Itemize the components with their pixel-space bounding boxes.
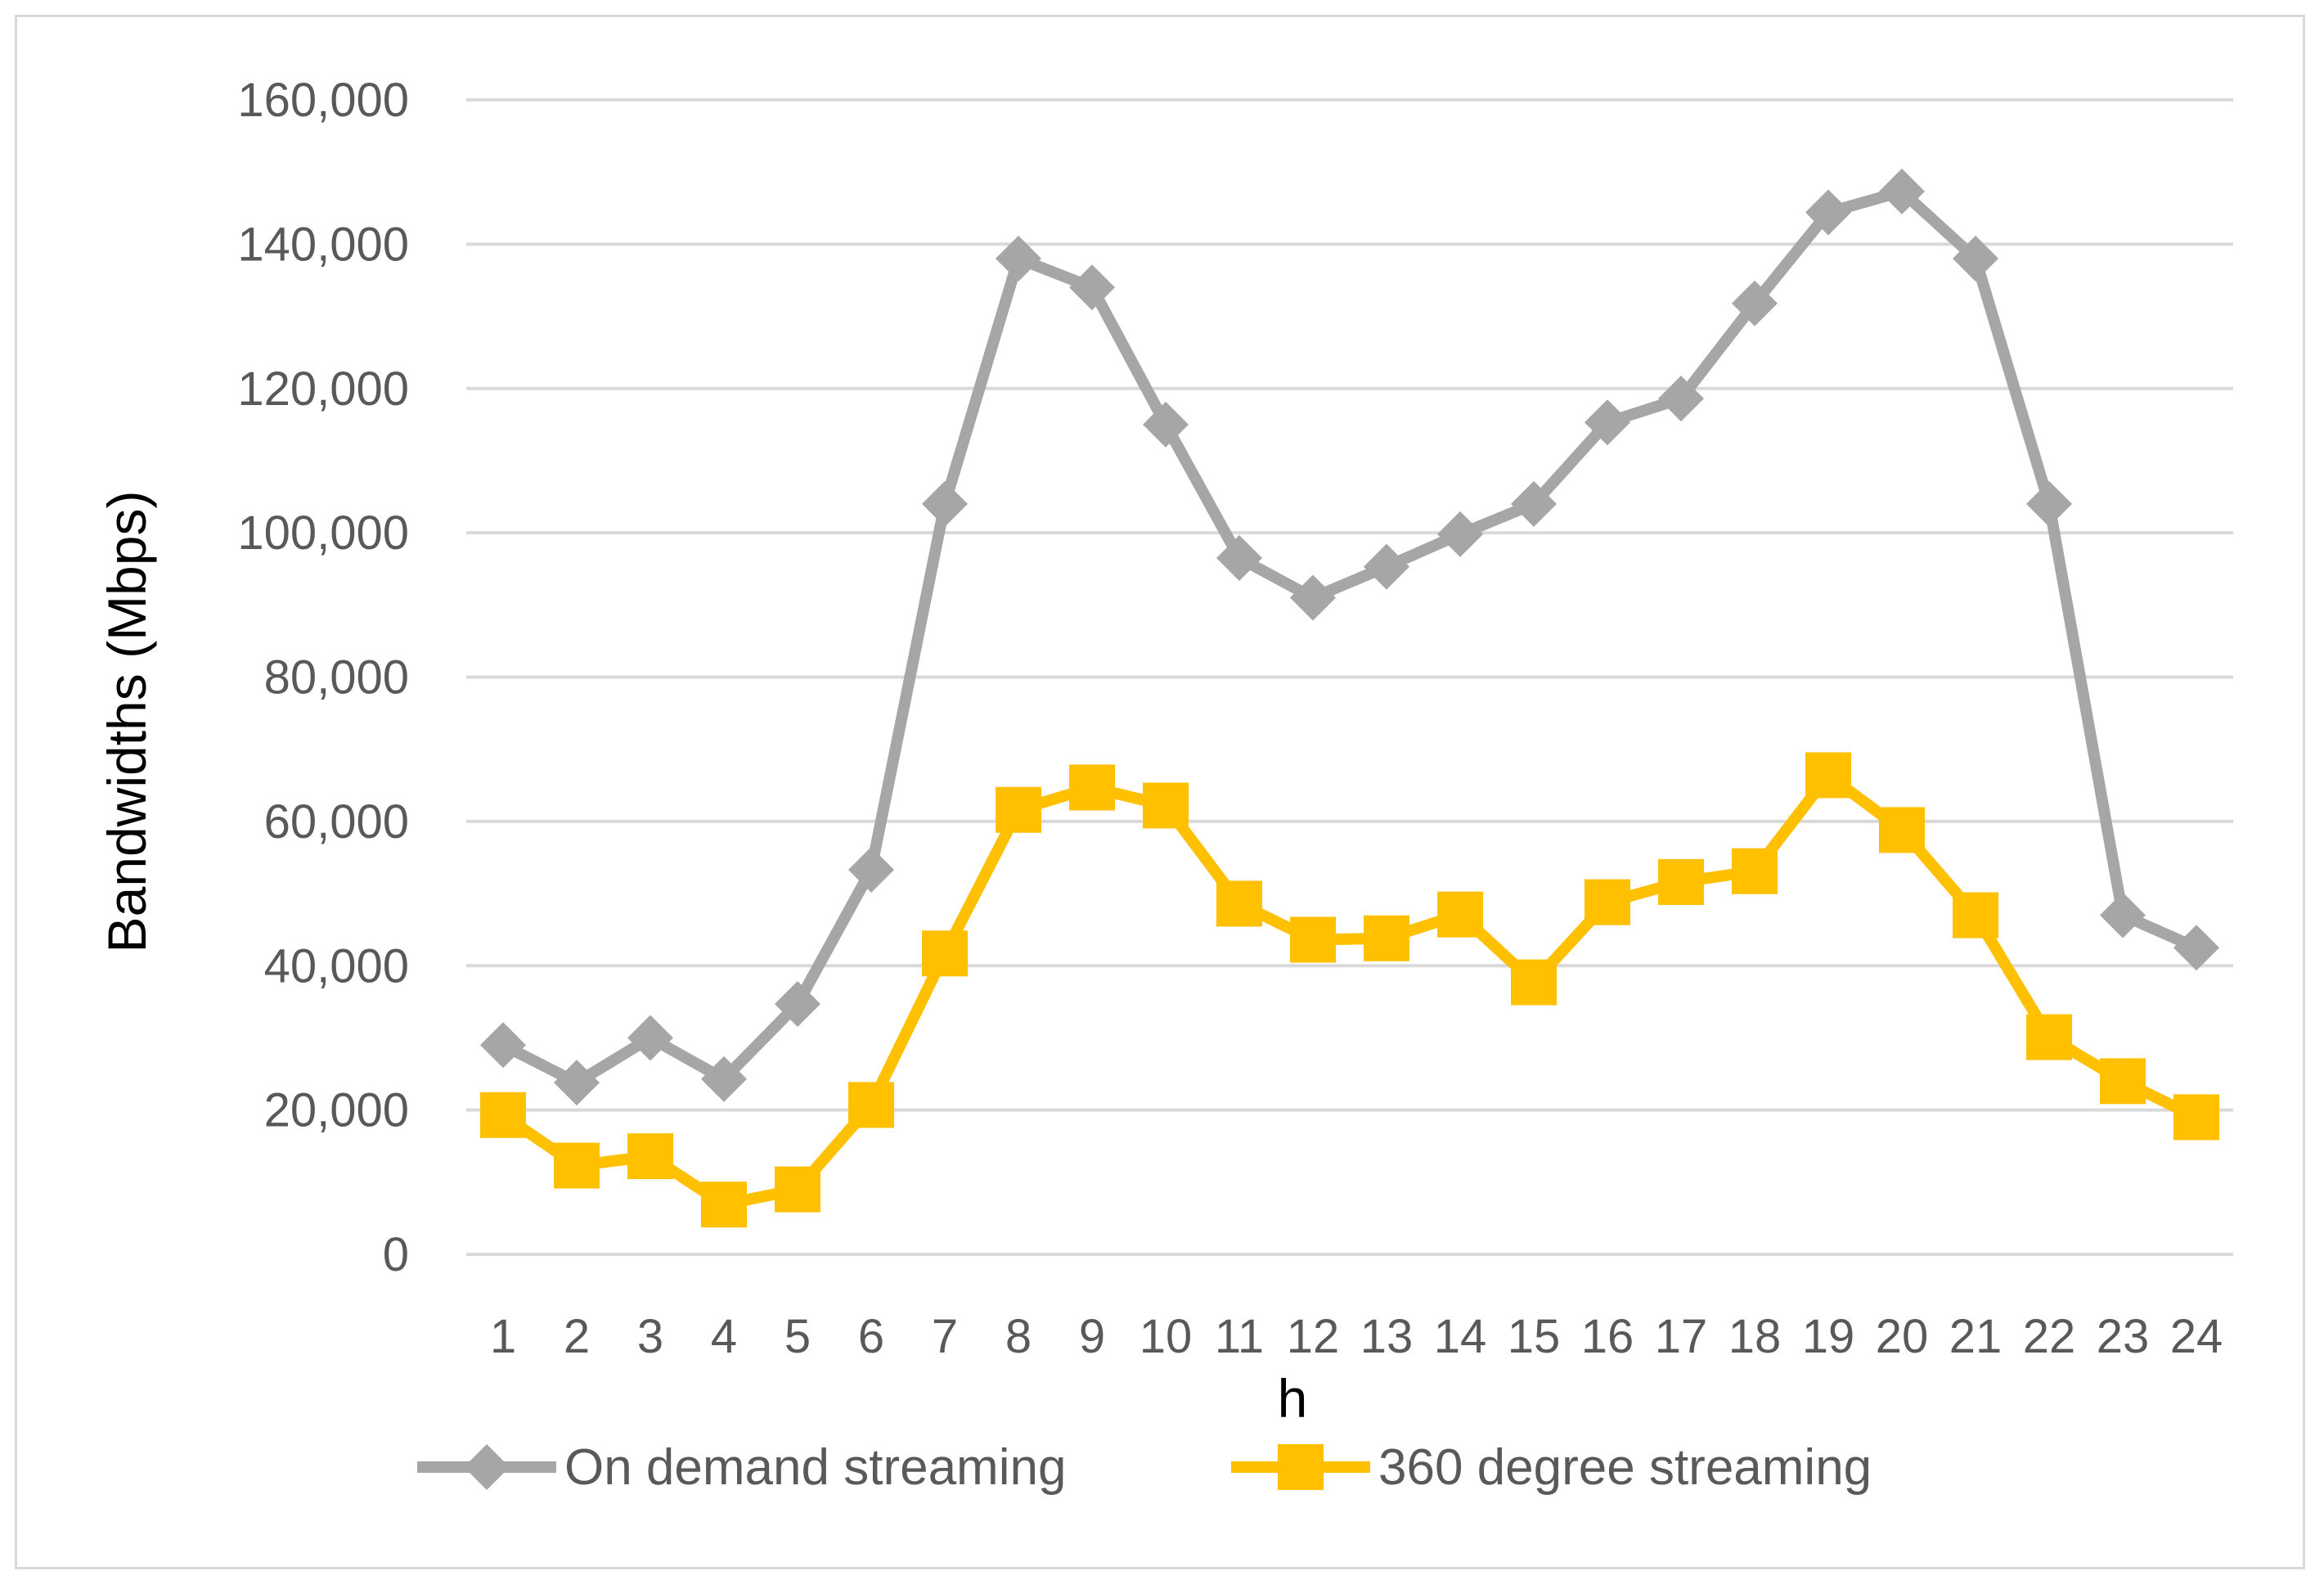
x-tick-label: 14 [1434,1310,1487,1363]
data-point [1364,915,1409,961]
y-tick-label: 20,000 [264,1084,409,1137]
data-point [1216,534,1262,581]
data-point [627,1133,673,1180]
y-tick-label: 60,000 [264,795,409,849]
data-point [1732,280,1778,326]
data-point [1805,189,1851,236]
data-point [701,1056,747,1102]
y-tick-label: 0 [383,1228,409,1281]
series-line [500,769,2200,1211]
legend: On demand streaming 360 degree streaming [417,1439,1872,1496]
data-point [922,930,968,977]
data-point [1953,236,1998,282]
data-point [1437,891,1483,938]
x-tick-label: 3 [637,1310,663,1363]
data-point [848,846,894,893]
y-tick-label: 120,000 [237,362,409,416]
data-point [480,1022,526,1069]
data-point [2100,892,2146,939]
x-tick-label: 22 [2023,1310,2076,1363]
data-point [775,980,820,1027]
data-point [2100,1058,2146,1105]
series-line [500,185,2199,1089]
gridlines [466,98,2233,1256]
x-tick-label: 23 [2097,1310,2150,1363]
x-tick-label: 2 [564,1310,590,1363]
data-point [2173,1094,2219,1141]
data-point [1290,574,1336,621]
data-point [1805,752,1851,799]
y-tick-label: 160,000 [237,74,409,127]
data-point [1143,782,1189,829]
x-tick-label: 8 [1005,1310,1032,1363]
x-tick-label: 18 [1728,1310,1782,1363]
data-point [1585,879,1630,925]
y-tick-label: 80,000 [264,651,409,704]
x-tick-label: 20 [1876,1310,1929,1363]
data-point [554,1142,600,1189]
legend-item-1: On demand streaming [417,1439,1066,1496]
data-point [1879,168,1925,214]
data-point [2026,480,2072,527]
x-tick-label: 5 [784,1310,811,1363]
series [480,168,2219,1228]
x-tick-label: 19 [1802,1310,1855,1363]
data-point [1069,264,1115,311]
data-point [922,480,968,527]
x-tick-label: 16 [1581,1310,1634,1363]
y-tick-label: 140,000 [237,218,409,271]
y-axis-ticks: 0 20,000 40,000 60,000 80,000 100,000 120,000 1… [237,74,409,1281]
y-tick-label: 40,000 [264,939,409,993]
x-tick-label: 24 [2170,1310,2223,1363]
data-point [1437,511,1483,557]
data-point [1511,959,1557,1006]
data-point [701,1182,747,1228]
x-tick-label: 1 [490,1310,516,1363]
data-point [1069,764,1115,811]
x-tick-label: 6 [858,1310,884,1363]
data-point [480,1092,526,1138]
legend-item-2: 360 degree streaming [1231,1439,1872,1496]
x-tick-label: 9 [1079,1310,1105,1363]
data-point [1364,543,1409,590]
data-point [775,1166,820,1213]
series-2 [480,752,2219,1228]
legend-marker [464,1444,510,1490]
x-tick-label: 11 [1215,1310,1264,1363]
data-point [2173,925,2219,971]
data-point [1511,480,1557,527]
legend-marker [1278,1444,1324,1490]
data-point [1290,916,1336,963]
legend-label: On demand streaming [564,1439,1066,1496]
data-point [1143,401,1189,448]
x-tick-label: 17 [1655,1310,1708,1363]
y-tick-label: 100,000 [237,506,409,560]
x-axis-title: h [1278,1368,1308,1429]
x-tick-label: 15 [1508,1310,1561,1363]
legend-label: 360 degree streaming [1378,1439,1872,1496]
data-point [1879,807,1925,853]
x-tick-label: 13 [1360,1310,1414,1363]
x-tick-label: 21 [1949,1310,2003,1363]
data-point [848,1082,894,1128]
data-point [627,1015,673,1061]
x-tick-label: 12 [1287,1310,1340,1363]
data-point [2026,1014,2072,1060]
data-point [1732,848,1778,894]
data-point [996,236,1041,282]
data-point [1953,892,1998,939]
data-point [1658,858,1704,905]
series-1 [480,168,2219,1106]
data-point [554,1060,600,1106]
x-tick-label: 4 [711,1310,737,1363]
y-axis-title: Bandwidths (Mbps) [97,491,157,953]
data-point [1585,399,1630,446]
data-point [1216,880,1262,927]
data-point [1658,376,1704,422]
x-axis-ticks: 1 2 3 4 5 6 7 8 9 10 11 12 13 14 15 16 17 18 19 20 21 22 23 24 [490,1310,2223,1363]
x-tick-label: 7 [932,1310,958,1363]
data-point [996,786,1041,833]
x-tick-label: 10 [1140,1310,1193,1363]
